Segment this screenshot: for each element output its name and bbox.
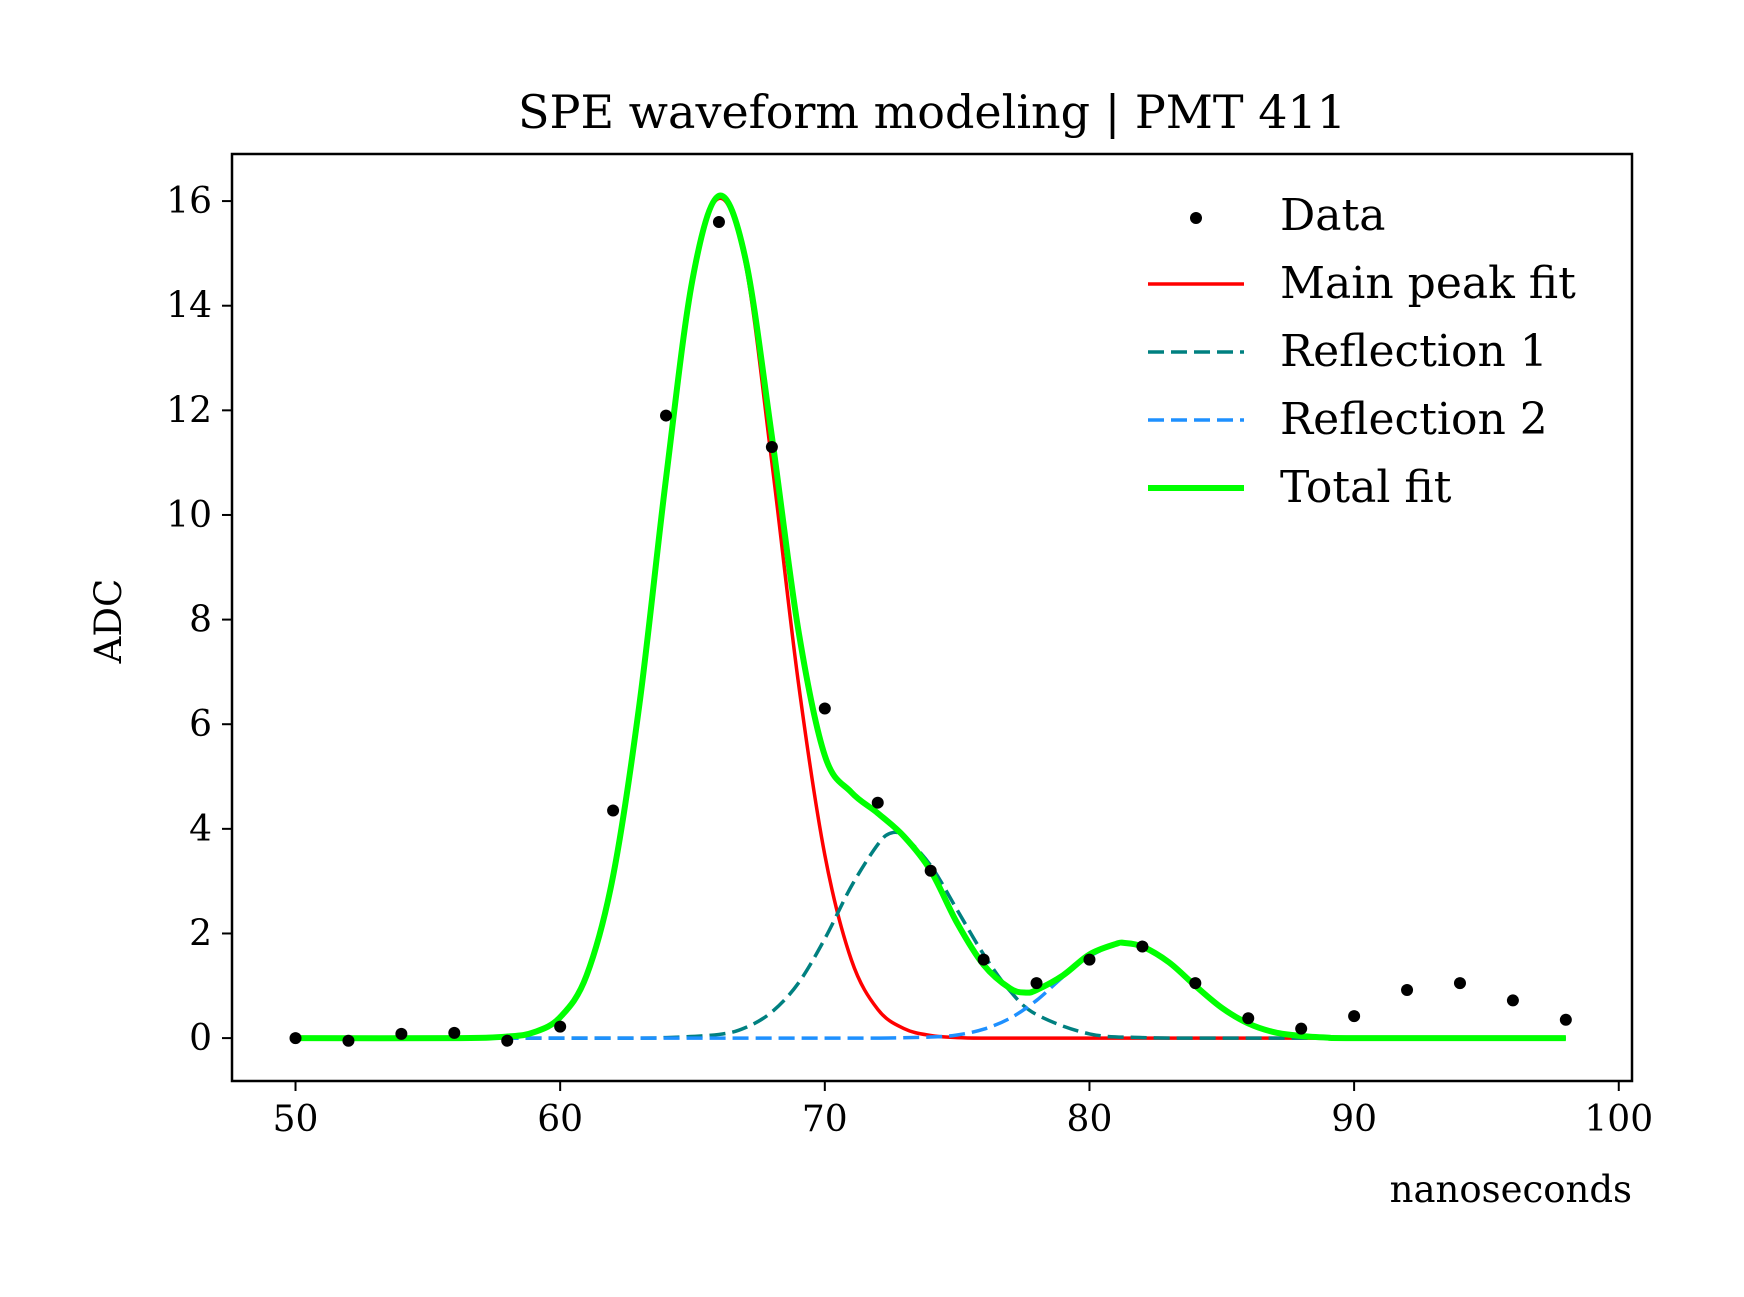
data-point [1401,983,1414,996]
x-axis-label: nanoseconds [1390,1168,1632,1211]
data-point [395,1027,408,1040]
y-tick-label: 6 [189,704,212,745]
y-axis-ticks: 0 2 4 6 8 10 12 14 16 [166,181,232,1059]
data-point [1506,994,1519,1007]
data-point [607,804,620,817]
data-point [342,1034,355,1047]
x-tick-label: 80 [1067,1099,1113,1140]
x-tick-label: 100 [1584,1099,1653,1140]
y-tick-label: 12 [166,390,212,431]
data-point [554,1020,567,1033]
x-tick-label: 60 [537,1099,583,1140]
x-tick-label: 50 [273,1099,319,1140]
data-point [712,216,725,229]
data-point [924,864,937,877]
y-tick-label: 4 [189,809,212,850]
data-point [448,1026,461,1039]
legend-label: Reflection 2 [1280,394,1548,445]
legend-label: Reflection 1 [1280,326,1548,377]
x-tick-label: 70 [802,1099,848,1140]
data-point [871,796,884,809]
y-tick-label: 0 [189,1018,212,1059]
y-tick-label: 14 [166,286,212,327]
data-point [1189,977,1202,990]
plot-area [289,192,1572,1047]
data-point [818,702,831,715]
x-axis-ticks: 50 60 70 80 90 100 [273,1081,1653,1140]
legend-label: Total fit [1280,462,1452,513]
legend: Data Main peak fit Reflection 1 Reflection … [1148,190,1576,513]
legend-marker-data [1190,212,1202,224]
data-point [289,1032,302,1045]
y-tick-label: 8 [189,600,212,641]
y-tick-label: 2 [189,913,212,954]
data-point [1242,1012,1255,1025]
data-point [1453,977,1466,990]
y-tick-label: 10 [166,495,212,536]
data-point [1083,953,1096,966]
legend-label: Data [1280,190,1385,241]
data-point [501,1034,514,1047]
y-tick-label: 16 [166,181,212,222]
chart-title: SPE waveform modeling | PMT 411 [518,85,1346,139]
data-point [1295,1022,1308,1035]
plot-frame [230,152,1634,1083]
series-line-total-fit [295,192,1566,1042]
data-point [1030,977,1043,990]
data-point [1136,940,1149,953]
data-point [765,440,778,453]
data-point [1348,1010,1361,1023]
data-point [1559,1013,1572,1026]
data-point [660,409,673,422]
legend-label: Main peak fit [1280,258,1576,309]
x-tick-label: 90 [1331,1099,1377,1140]
y-axis-label: ADC [87,579,130,665]
data-point [977,953,990,966]
